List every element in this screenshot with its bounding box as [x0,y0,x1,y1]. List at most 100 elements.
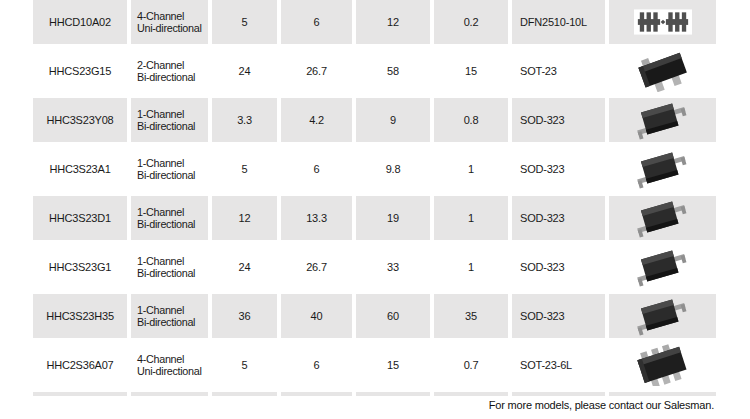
package-image [609,0,716,44]
channel-count: 4-Channel [137,10,184,23]
channel-direction: Bi-directional [137,218,195,231]
package-image [609,343,716,387]
table-row: HHC3S23Y08 1-Channel Bi-directional 3.3 … [33,98,716,142]
value-cell: 35 [434,294,508,338]
package-icon [628,295,698,337]
package-image [609,147,716,191]
package-icon-ref [635,344,688,386]
channel-config: 1-Channel Bi-directional [131,196,208,240]
package-icon [628,344,698,386]
value-cell: 1 [434,147,508,191]
value-cell: 12 [212,196,277,240]
value-cell: 15 [434,49,508,93]
part-number: HHC3S23H35 [33,294,127,338]
value-cell: 33 [356,245,430,289]
table-row: HHCD10A02 4-Channel Uni-directional 5 6 … [33,0,716,44]
package-name: SOT-23 [512,49,605,93]
footer-note: For more models, please contact our Sale… [489,399,714,411]
value-cell: 24 [212,245,277,289]
value-cell: 6 [281,147,352,191]
value-cell: 13.3 [281,196,352,240]
package-icon [634,9,692,35]
partial-cell [356,392,430,396]
channel-direction: Bi-directional [137,267,195,280]
table-row: HHC3S23A1 1-Channel Bi-directional 5 6 9… [33,147,716,191]
value-cell: 26.7 [281,49,352,93]
part-number: HHC3S23G1 [33,245,127,289]
value-cell: 3.3 [212,98,277,142]
value-cell: 9.8 [356,147,430,191]
value-cell: 0.2 [434,0,508,44]
channel-count: 1-Channel [137,157,184,170]
product-spec-table: HHCD10A02 4-Channel Uni-directional 5 6 … [33,0,716,396]
value-cell: 60 [356,294,430,338]
value-cell: 24 [212,49,277,93]
package-image [609,196,716,240]
package-icon-ref [632,101,689,140]
value-cell: 36 [212,294,277,338]
part-number: HHCS23G15 [33,49,127,93]
part-number: HHC3S23Y08 [33,98,127,142]
package-name: SOD-323 [512,294,605,338]
value-cell: 4.2 [281,98,352,142]
package-icon [628,99,698,141]
channel-direction: Uni-directional [137,22,202,35]
partial-cell [212,392,277,396]
channel-config: 4-Channel Uni-directional [131,343,208,387]
package-icon-ref [632,199,689,238]
value-cell: 1 [434,196,508,240]
table-row-partial [33,392,716,396]
channel-count: 4-Channel [137,353,184,366]
channel-direction: Uni-directional [137,365,202,378]
value-cell: 0.7 [434,343,508,387]
package-icon-ref [636,50,689,92]
channel-config: 1-Channel Bi-directional [131,294,208,338]
channel-direction: Bi-directional [137,316,195,329]
package-name: SOD-323 [512,245,605,289]
value-cell: 5 [212,147,277,191]
package-icon [628,197,698,239]
partial-cell [131,392,208,396]
value-cell: 58 [356,49,430,93]
package-image [609,294,716,338]
channel-config: 4-Channel Uni-directional [131,0,208,44]
package-icon-ref [632,150,689,189]
part-number: HHC3S23D1 [33,196,127,240]
partial-cell [434,392,508,396]
channel-count: 1-Channel [137,206,184,219]
value-cell: 26.7 [281,245,352,289]
table-row: HHC3S23H35 1-Channel Bi-directional 36 4… [33,294,716,338]
table-row: HHCS23G15 2-Channel Bi-directional 24 26… [33,49,716,93]
table-row: HHC2S36A07 4-Channel Uni-directional 5 6… [33,343,716,387]
channel-count: 1-Channel [137,108,184,121]
value-cell: 12 [356,0,430,44]
table-row: HHC3S23D1 1-Channel Bi-directional 12 13… [33,196,716,240]
channel-direction: Bi-directional [137,120,195,133]
value-cell: 0.8 [434,98,508,142]
package-icon [628,246,698,288]
package-name: SOD-323 [512,147,605,191]
package-icon [628,148,698,190]
package-image [609,49,716,93]
channel-config: 2-Channel Bi-directional [131,49,208,93]
channel-config: 1-Channel Bi-directional [131,245,208,289]
partial-cell [609,392,716,396]
value-cell: 15 [356,343,430,387]
package-name: DFN2510-10L [512,0,605,44]
channel-count: 1-Channel [137,255,184,268]
package-icon-ref [632,297,689,336]
partial-cell [33,392,127,396]
package-image [609,245,716,289]
channel-direction: Bi-directional [137,71,195,84]
value-cell: 19 [356,196,430,240]
channel-config: 1-Channel Bi-directional [131,147,208,191]
part-number: HHC2S36A07 [33,343,127,387]
value-cell: 6 [281,343,352,387]
package-image [609,98,716,142]
table-row: HHC3S23G1 1-Channel Bi-directional 24 26… [33,245,716,289]
value-cell: 9 [356,98,430,142]
part-number: HHC3S23A1 [33,147,127,191]
value-cell: 5 [212,343,277,387]
value-cell: 6 [281,0,352,44]
channel-direction: Bi-directional [137,169,195,182]
